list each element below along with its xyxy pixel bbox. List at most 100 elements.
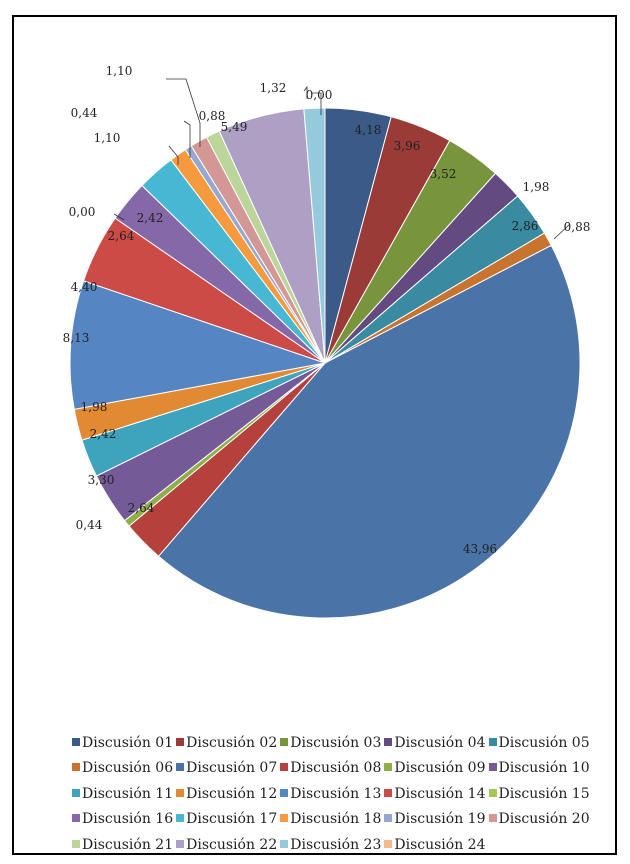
- legend-entry-02: Discusión 02: [176, 731, 277, 756]
- data-label-16: 2,64: [108, 229, 135, 243]
- legend-entry-17: Discusión 17: [176, 807, 277, 832]
- legend-label: Discusión 14: [394, 785, 486, 802]
- legend-swatch: [72, 788, 80, 797]
- legend-entry-09: Discusión 09: [384, 756, 486, 781]
- legend: Discusión 01 Discusión 02 Discusión 03 Disc…: [72, 731, 630, 858]
- legend-label: Discusión 21: [82, 836, 174, 853]
- legend-entry-21: Discusión 21: [72, 833, 173, 858]
- legend-label: Discusión 10: [498, 760, 590, 777]
- legend-entry-15: Discusión 15: [488, 782, 590, 807]
- data-label-19: 0,44: [71, 106, 98, 120]
- leader-line-19: [183, 120, 191, 158]
- legend-entry-13: Discusión 13: [280, 782, 381, 807]
- legend-swatch: [280, 763, 289, 772]
- data-label-13: 8,13: [63, 331, 90, 345]
- legend-swatch: [72, 763, 80, 772]
- data-label-18: 1,10: [94, 131, 121, 145]
- data-label-02: 3,96: [394, 139, 421, 153]
- data-label-21: 0,88: [199, 109, 226, 123]
- legend-entry-06: Discusión 06: [72, 756, 173, 781]
- legend-swatch: [280, 839, 289, 848]
- data-labels: 4,18 3,96 3,52 1,98 2,86 0,88 43,96 2,64 0,44 3,3…: [63, 64, 591, 556]
- legend-entry-08: Discusión 08: [280, 756, 381, 781]
- legend-entry-22: Discusión 22: [176, 833, 277, 858]
- legend-label: Discusión 15: [498, 785, 590, 802]
- chart-frame: 4,18 3,96 3,52 1,98 2,86 0,88 43,96 2,64 0,44 3,3…: [12, 15, 617, 855]
- data-label-03: 3,52: [430, 167, 457, 181]
- legend-swatch: [488, 738, 497, 746]
- pie-slices: [69, 107, 581, 619]
- legend-swatch: [176, 763, 185, 772]
- legend-swatch: [176, 814, 185, 823]
- legend-entry-19: Discusión 19: [384, 807, 486, 832]
- legend-label: Discusión 02: [186, 735, 278, 751]
- leader-line-23: [303, 85, 308, 99]
- pie-slice-13: [69, 280, 327, 410]
- legend-swatch: [384, 788, 393, 797]
- legend-swatch: [72, 738, 80, 746]
- legend-entry-07: Discusión 07: [176, 756, 277, 781]
- legend-label: Discusión 05: [498, 735, 590, 751]
- legend-label: Discusión 12: [186, 785, 278, 802]
- data-label-11: 2,42: [90, 427, 117, 441]
- legend-label: Discusión 23: [290, 836, 382, 853]
- legend-label: Discusión 13: [290, 785, 382, 802]
- data-label-17: 2,42: [137, 211, 164, 225]
- data-label-20: 1,10: [106, 64, 133, 78]
- legend-label: Discusión 03: [290, 735, 382, 751]
- legend-label: Discusión 16: [82, 811, 174, 828]
- leader-line-18: [168, 145, 179, 165]
- legend-label: Discusión 18: [290, 811, 382, 828]
- legend-swatch: [488, 763, 497, 772]
- legend-swatch: [176, 839, 185, 848]
- data-label-08: 2,64: [128, 501, 155, 515]
- legend-entry-16: Discusión 16: [72, 807, 173, 832]
- data-label-24: 0,00: [306, 88, 333, 102]
- legend-label: Discusión 08: [290, 760, 382, 777]
- data-label-14: 4,40: [71, 280, 98, 294]
- data-label-04: 1,98: [523, 180, 550, 194]
- data-label-01: 4,18: [355, 123, 382, 137]
- legend-label: Discusión 04: [394, 735, 486, 751]
- legend-swatch: [384, 763, 393, 772]
- legend-swatch: [280, 788, 289, 797]
- data-label-22: 5,49: [221, 120, 248, 134]
- data-label-07: 43,96: [463, 542, 497, 556]
- legend-label: Discusión 06: [82, 760, 174, 777]
- legend-swatch: [176, 788, 185, 797]
- legend-entry-14: Discusión 14: [384, 782, 486, 807]
- leader-line-06: [553, 223, 571, 240]
- data-label-15: 0,00: [69, 205, 96, 219]
- legend-label: Discusión 24: [394, 836, 486, 853]
- legend-label: Discusión 22: [186, 836, 278, 853]
- legend-swatch: [72, 814, 80, 823]
- data-label-09: 0,44: [76, 518, 103, 532]
- pie-slice-07: [157, 244, 581, 619]
- legend-label: Discusión 09: [394, 760, 486, 777]
- data-label-06: 0,88: [564, 220, 591, 234]
- legend-entry-18: Discusión 18: [280, 807, 381, 832]
- legend-label: Discusión 11: [82, 785, 174, 802]
- leader-line-15: [113, 213, 125, 221]
- legend-swatch: [384, 814, 393, 823]
- legend-entry-12: Discusión 12: [176, 782, 277, 807]
- legend-entry-11: Discusión 11: [72, 782, 173, 807]
- legend-entry-10: Discusión 10: [488, 756, 590, 781]
- pie-slice-23: [303, 107, 326, 364]
- legend-label: Discusión 01: [82, 735, 174, 751]
- legend-label: Discusión 07: [186, 760, 278, 777]
- legend-label: Discusión 20: [498, 811, 590, 828]
- legend-swatch: [384, 738, 393, 746]
- legend-entry-03: Discusión 03: [280, 731, 381, 756]
- legend-swatch: [488, 814, 497, 823]
- legend-swatch: [280, 814, 289, 823]
- leader-lines: [113, 78, 571, 240]
- legend-swatch: [72, 839, 80, 848]
- legend-entry-05: Discusión 05: [488, 731, 590, 756]
- legend-entry-01: Discusión 01: [72, 731, 173, 756]
- data-label-10: 3,30: [88, 473, 115, 487]
- legend-swatch: [280, 738, 289, 746]
- legend-swatch: [176, 738, 185, 746]
- legend-entry-20: Discusión 20: [488, 807, 590, 832]
- legend-label: Discusión 19: [394, 811, 486, 828]
